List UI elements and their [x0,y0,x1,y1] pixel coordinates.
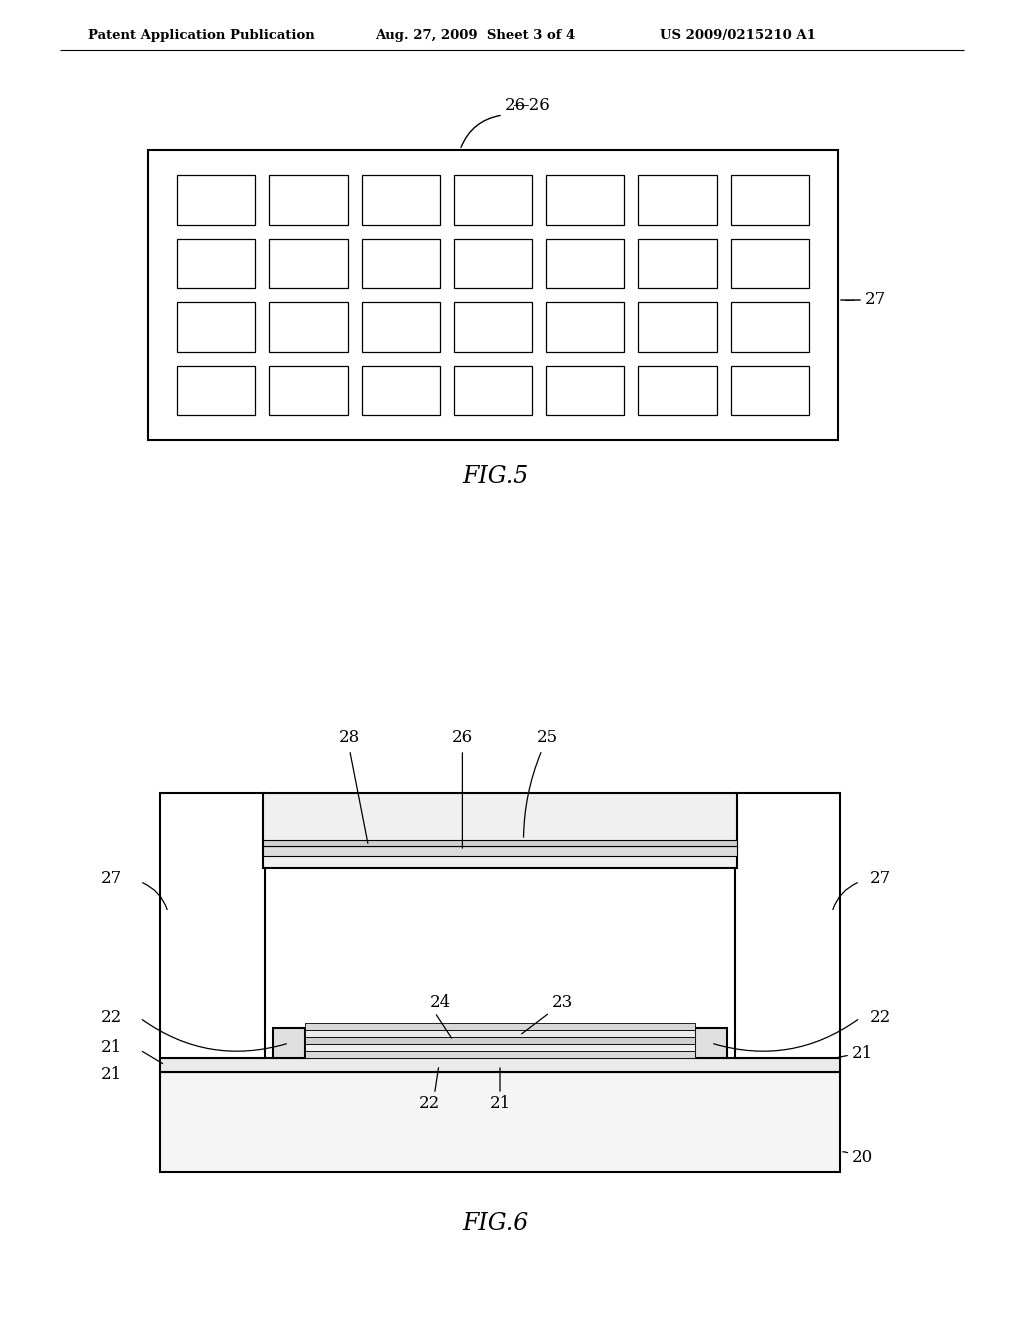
Bar [454,366,532,414]
Bar [160,793,265,1059]
Bar [269,176,347,224]
Bar [305,1023,695,1030]
Bar [731,302,809,351]
Bar [731,366,809,414]
Text: FIG.5: FIG.5 [462,465,528,488]
Bar [269,239,347,288]
Bar [731,176,809,224]
Text: 26: 26 [505,96,526,114]
Text: 22: 22 [870,1010,891,1027]
Bar [454,302,532,351]
Bar [263,840,737,846]
Bar [263,793,737,869]
Text: 21: 21 [100,1040,122,1056]
Text: Patent Application Publication: Patent Application Publication [88,29,314,41]
Bar [305,1051,695,1059]
Bar [638,366,717,414]
Text: US 2009/0215210 A1: US 2009/0215210 A1 [660,29,816,41]
Text: 27: 27 [865,292,886,309]
Bar [160,1072,840,1172]
Bar [361,302,440,351]
Bar [454,239,532,288]
Bar [269,366,347,414]
Bar [454,176,532,224]
Bar [731,239,809,288]
Bar [638,302,717,351]
Bar [735,793,840,1059]
Bar [305,1038,695,1044]
Bar [160,1059,840,1072]
Bar [638,239,717,288]
Bar [305,1044,695,1051]
Bar [361,366,440,414]
Bar [269,302,347,351]
Bar [695,1028,727,1059]
Bar [638,176,717,224]
Text: 27: 27 [100,870,122,887]
Bar [263,846,737,855]
Bar [361,176,440,224]
Bar [177,239,255,288]
Text: 20: 20 [852,1148,873,1166]
Bar [148,150,838,440]
Text: —26: —26 [512,96,550,114]
Bar [273,1028,305,1059]
Bar [546,176,625,224]
Text: 21: 21 [100,1067,122,1082]
Bar [546,302,625,351]
Text: 22: 22 [100,1010,122,1027]
Text: 26: 26 [452,730,473,747]
Text: FIG.6: FIG.6 [462,1212,528,1236]
Bar [177,366,255,414]
Bar [546,239,625,288]
Text: 23: 23 [552,994,573,1011]
Bar [546,366,625,414]
Text: 25: 25 [537,730,557,747]
Text: Aug. 27, 2009  Sheet 3 of 4: Aug. 27, 2009 Sheet 3 of 4 [375,29,575,41]
Text: 21: 21 [852,1044,873,1061]
Text: 28: 28 [339,730,360,747]
Bar [177,176,255,224]
Text: —: — [843,294,854,305]
Bar [361,239,440,288]
Text: 21: 21 [489,1096,511,1113]
Text: 27: 27 [870,870,891,887]
Text: 22: 22 [419,1096,440,1113]
Text: 24: 24 [430,994,451,1011]
Bar [177,302,255,351]
Bar [305,1030,695,1038]
